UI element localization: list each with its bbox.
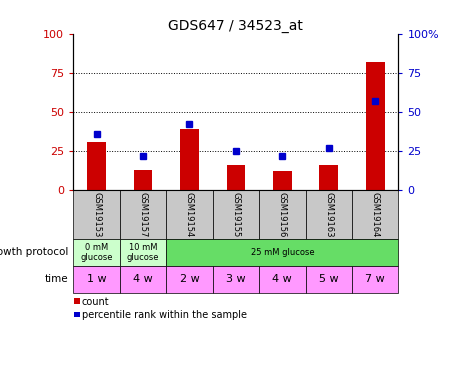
Text: time: time [45,274,69,284]
Text: percentile rank within the sample: percentile rank within the sample [82,310,247,320]
Bar [366,62,385,190]
Bar [87,141,106,190]
Text: 25 mM glucose: 25 mM glucose [251,248,314,257]
FancyBboxPatch shape [352,190,398,239]
FancyBboxPatch shape [213,266,259,292]
Text: count: count [82,297,109,307]
Text: GSM19153: GSM19153 [92,192,101,237]
FancyBboxPatch shape [73,239,120,266]
Bar [320,165,338,190]
Bar [273,171,292,190]
Text: GSM19154: GSM19154 [185,192,194,237]
Text: growth protocol: growth protocol [0,247,69,257]
Bar [134,170,152,190]
FancyBboxPatch shape [120,190,166,239]
Text: GSM19157: GSM19157 [138,192,147,237]
FancyBboxPatch shape [120,239,166,266]
FancyBboxPatch shape [352,266,398,292]
Bar [74,298,80,304]
Text: 7 w: 7 w [365,274,385,284]
Text: 5 w: 5 w [319,274,338,284]
FancyBboxPatch shape [166,190,213,239]
Text: 2 w: 2 w [180,274,199,284]
FancyBboxPatch shape [213,190,259,239]
Text: 10 mM
glucose: 10 mM glucose [127,243,159,262]
Text: 4 w: 4 w [273,274,292,284]
Bar [227,165,245,190]
Text: GSM19164: GSM19164 [371,192,380,237]
Text: 3 w: 3 w [226,274,245,284]
FancyBboxPatch shape [166,239,398,266]
FancyBboxPatch shape [166,266,213,292]
Bar [180,129,199,190]
FancyBboxPatch shape [305,190,352,239]
FancyBboxPatch shape [73,266,120,292]
FancyBboxPatch shape [73,190,120,239]
Text: GSM19163: GSM19163 [324,192,333,237]
Text: 4 w: 4 w [133,274,153,284]
FancyBboxPatch shape [120,266,166,292]
Text: 0 mM
glucose: 0 mM glucose [80,243,113,262]
FancyBboxPatch shape [259,190,305,239]
Title: GDS647 / 34523_at: GDS647 / 34523_at [169,19,303,33]
FancyBboxPatch shape [305,266,352,292]
FancyBboxPatch shape [259,266,305,292]
Bar [74,312,80,318]
Text: 1 w: 1 w [87,274,106,284]
Text: GSM19155: GSM19155 [231,192,240,237]
Text: GSM19156: GSM19156 [278,192,287,237]
